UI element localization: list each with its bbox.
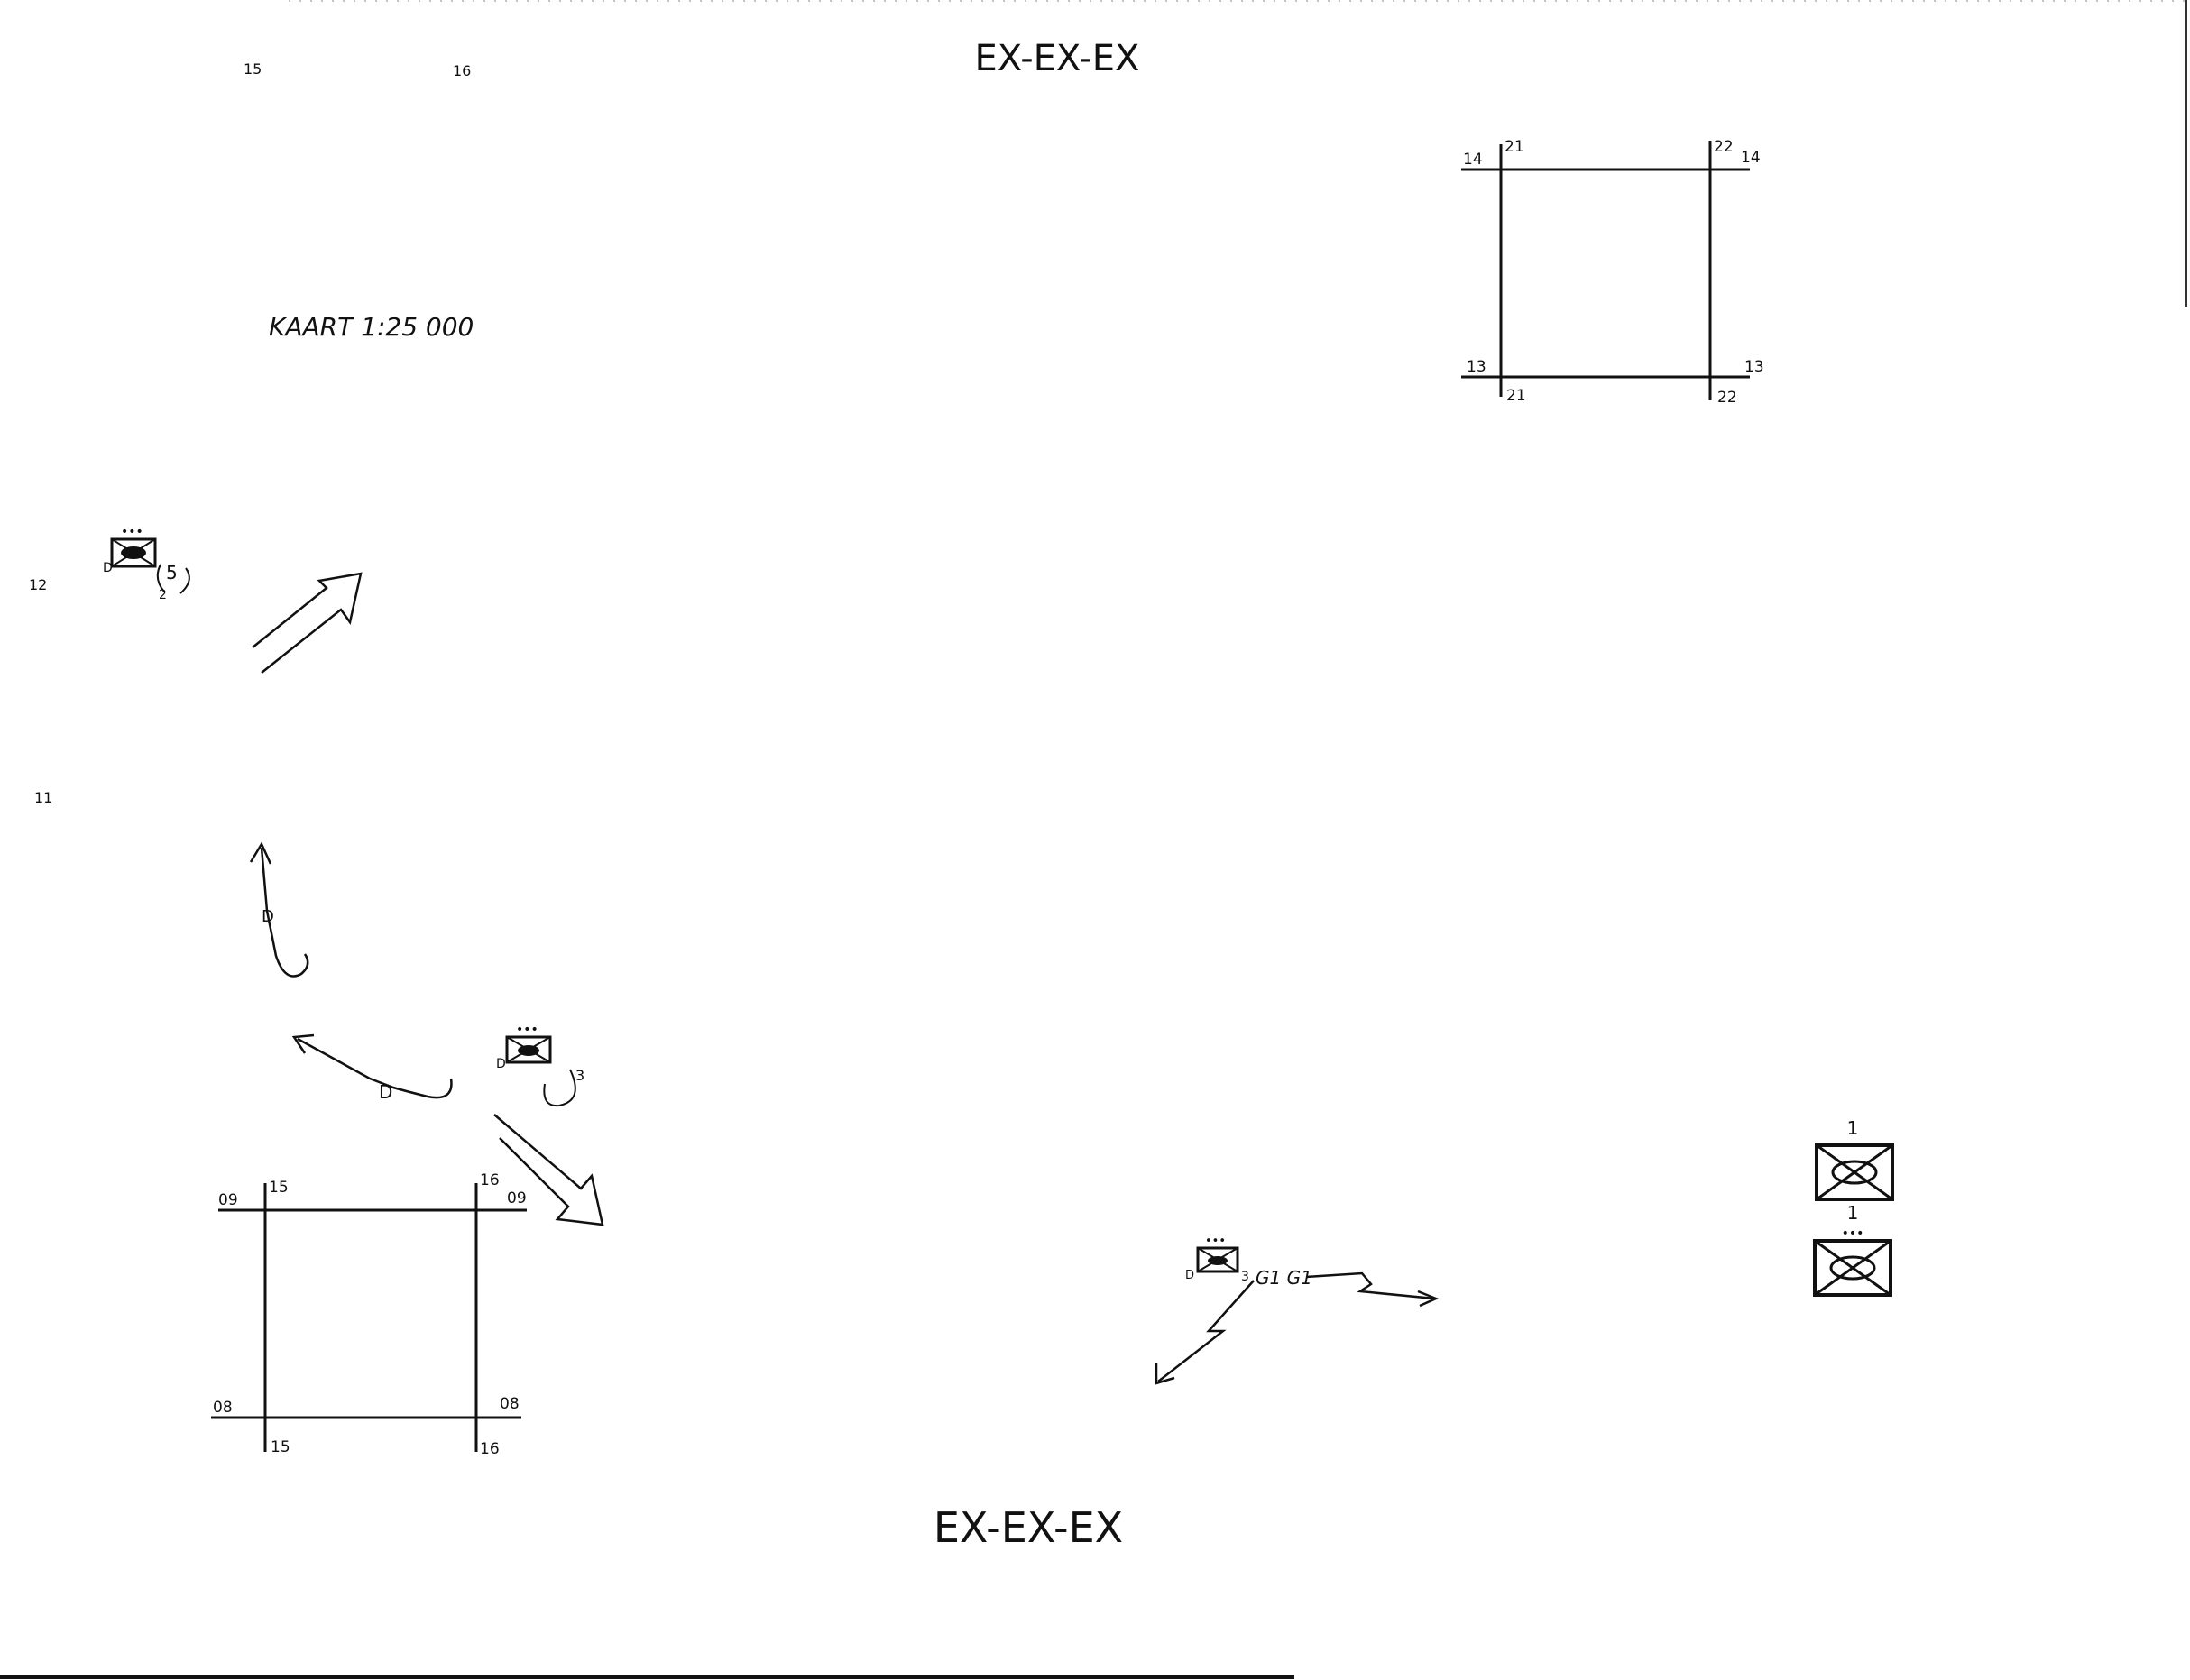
unit-symbol-b bbox=[505, 1035, 552, 1064]
grid-bl-label-09-left: 09 bbox=[218, 1191, 238, 1209]
grid-bl-label-15-top: 15 bbox=[269, 1179, 289, 1197]
grid-tr-label-13-left: 13 bbox=[1467, 358, 1486, 376]
hooked-arrow-north-head bbox=[249, 841, 272, 865]
legend-symbol-2-dots: ••• bbox=[1842, 1226, 1864, 1241]
title-top: EX-EX-EX bbox=[975, 38, 1140, 79]
grid-tr-label-14-right: 14 bbox=[1741, 149, 1761, 167]
unit-c-number: 3 bbox=[1241, 1270, 1249, 1284]
unit-b-side-label: D bbox=[496, 1057, 506, 1071]
title-bottom: EX-EX-EX bbox=[934, 1503, 1123, 1552]
legend-symbol-2-label: 1 bbox=[1847, 1202, 1859, 1224]
grid-bl-label-09-right: 09 bbox=[507, 1189, 527, 1207]
unit-symbol-c bbox=[1196, 1246, 1239, 1273]
margin-label-16: 16 bbox=[453, 62, 471, 79]
advance-arrow-northeast bbox=[252, 572, 363, 674]
unit-a-bracket bbox=[156, 564, 190, 594]
legend-symbol-1 bbox=[1815, 1143, 1894, 1201]
legend-symbol-1-label: 1 bbox=[1847, 1117, 1859, 1139]
grid-bl-label-08-right: 08 bbox=[500, 1395, 520, 1413]
zigzag-arrow-east-head bbox=[1417, 1290, 1440, 1308]
unit-b-dots: ••• bbox=[516, 1023, 538, 1037]
unit-a-side-label: D bbox=[103, 561, 113, 575]
unit-symbol-a bbox=[110, 537, 157, 568]
arrow-label-d-1: D bbox=[262, 907, 274, 926]
grid-bl-label-08-left: 08 bbox=[213, 1399, 233, 1417]
margin-label-12: 12 bbox=[29, 576, 47, 593]
unit-a-number: 5 bbox=[166, 562, 178, 583]
grid-tr-label-22-top: 22 bbox=[1714, 138, 1734, 156]
unit-a-sub: 2 bbox=[159, 588, 167, 602]
grid-bl-label-16-bottom: 16 bbox=[480, 1440, 500, 1458]
grid-tr-label-21-bottom: 21 bbox=[1506, 387, 1526, 405]
grid-square-top-right bbox=[1461, 141, 1750, 400]
grid-bl-label-15-bottom: 15 bbox=[271, 1438, 290, 1456]
hooked-arrow-north bbox=[260, 847, 309, 978]
margin-label-15: 15 bbox=[244, 60, 262, 78]
unit-b-number: 3 bbox=[575, 1067, 584, 1084]
hooked-arrow-northwest-head bbox=[291, 1033, 315, 1054]
grid-tr-label-13-right: 13 bbox=[1744, 358, 1764, 376]
zigzag-arrow-southwest bbox=[1157, 1280, 1255, 1382]
unit-c-dots: ••• bbox=[1205, 1235, 1226, 1248]
unit-a-dots: ••• bbox=[121, 525, 143, 539]
hooked-arrow-northwest bbox=[297, 1037, 453, 1099]
zigzag-arrow-southwest-head bbox=[1155, 1363, 1175, 1385]
advance-arrow-southeast bbox=[493, 1114, 604, 1226]
grid-bl-label-16-top: 16 bbox=[480, 1171, 500, 1189]
grid-square-bottom-left bbox=[211, 1183, 527, 1452]
arrow-label-d-2: D bbox=[379, 1081, 392, 1103]
map-scale-label: KAART 1:25 000 bbox=[269, 312, 474, 342]
grid-tr-label-14-left: 14 bbox=[1463, 151, 1483, 169]
unit-c-code: G1 G1 bbox=[1256, 1267, 1312, 1289]
grid-tr-label-22-bottom: 22 bbox=[1717, 389, 1737, 407]
grid-tr-label-21-top: 21 bbox=[1504, 138, 1524, 156]
legend-symbol-2 bbox=[1813, 1239, 1892, 1297]
margin-label-11: 11 bbox=[34, 789, 52, 806]
unit-b-circular-arrow bbox=[543, 1069, 576, 1107]
unit-c-side-label: D bbox=[1185, 1269, 1194, 1282]
zigzag-arrow-east bbox=[1305, 1271, 1435, 1300]
